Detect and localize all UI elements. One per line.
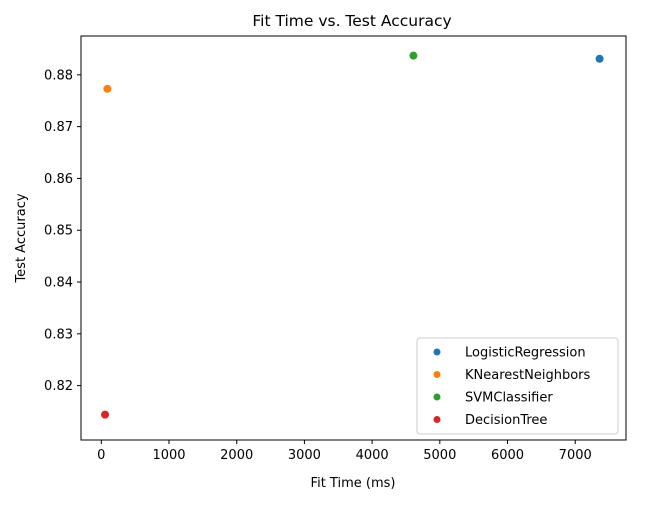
y-tick-label: 0.84 (44, 276, 73, 291)
x-tick-label: 0 (97, 448, 105, 463)
legend-marker (433, 393, 441, 401)
y-tick-label: 0.87 (44, 120, 73, 135)
plot-area-frame (80, 35, 627, 441)
legend-marker (433, 371, 441, 378)
legend-box (416, 337, 619, 435)
data-point (103, 84, 112, 93)
legend-marker (433, 348, 441, 356)
data-point (101, 410, 110, 419)
y-axis-label: Test Accuracy (14, 193, 29, 283)
y-tick-label: 0.85 (44, 224, 73, 239)
legend-label: DecisionTree (465, 413, 547, 428)
data-point (409, 51, 418, 60)
x-tick-label: 1000 (152, 448, 185, 463)
legend-label: LogisticRegression (465, 346, 586, 361)
x-axis: 0 1000 2000 3000 4000 5000 6000 7000 (97, 440, 592, 463)
y-tick-label: 0.88 (44, 68, 73, 83)
legend-label: KNearestNeighbors (465, 368, 591, 383)
legend-marker (433, 416, 441, 423)
y-axis: 0.82 0.83 0.84 0.85 0.86 0.87 0.88 (44, 68, 81, 394)
x-axis-label: Fit Time (ms) (311, 476, 396, 491)
y-tick-label: 0.86 (44, 172, 73, 187)
x-tick-label: 6000 (491, 448, 524, 463)
chart-title: Fit Time vs. Test Accuracy (252, 12, 451, 30)
legend-label: SVMClassifier (465, 391, 553, 406)
x-tick-label: 4000 (356, 448, 389, 463)
x-tick-label: 3000 (288, 448, 321, 463)
x-tick-label: 5000 (423, 448, 456, 463)
x-tick-label: 7000 (559, 448, 592, 463)
legend: LogisticRegression KNearestNeighbors SVMCl… (416, 337, 619, 435)
data-points (101, 51, 604, 419)
y-tick-label: 0.83 (44, 327, 73, 342)
x-tick-label: 2000 (220, 448, 253, 463)
data-point (595, 54, 604, 63)
y-tick-label: 0.82 (44, 379, 73, 394)
